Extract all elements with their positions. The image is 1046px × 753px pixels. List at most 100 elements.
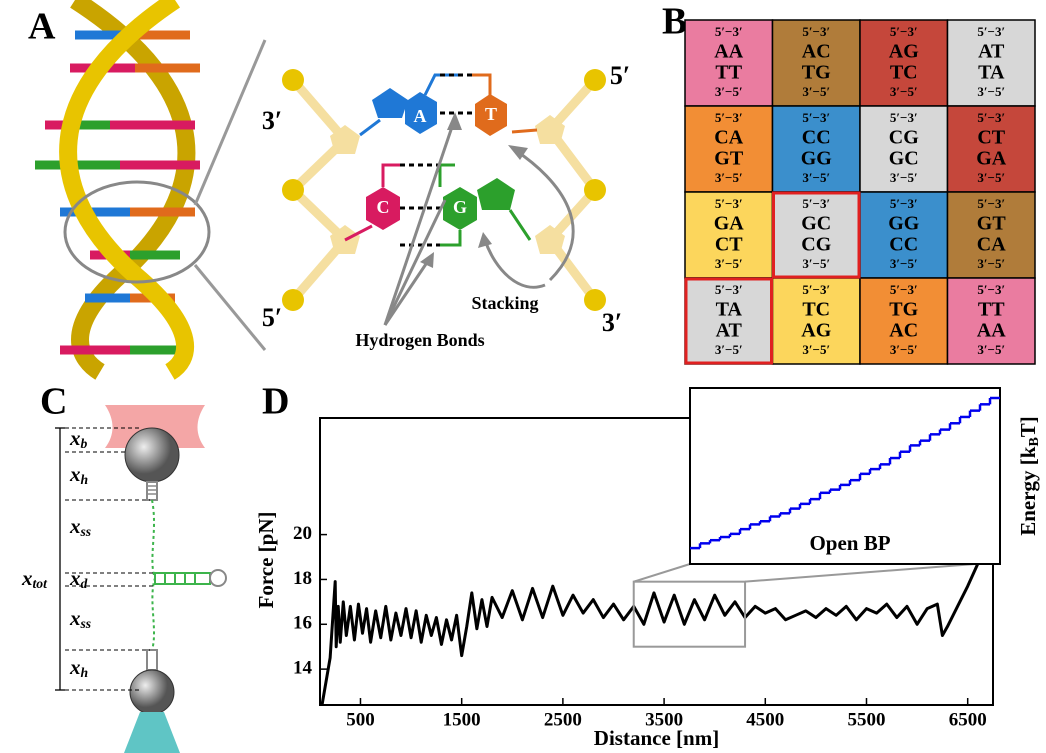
strand-label: 3′−5′ [802, 170, 830, 185]
sequence: TT [978, 299, 1005, 321]
strand-label: 5′−3′ [977, 110, 1005, 125]
panel-letter: B [662, 1, 687, 43]
sequence: AC [889, 320, 918, 342]
y2-axis-label: Energy [kBT] [1016, 416, 1042, 536]
y-tick-label: 18 [293, 568, 312, 589]
symbol: x [69, 426, 81, 450]
x-axis-label: Distance [nm] [594, 726, 719, 750]
symbol: x [69, 462, 81, 486]
length-label: xtot [21, 566, 48, 591]
strand-label: 5′−3′ [715, 110, 743, 125]
length-label: xh [69, 655, 88, 680]
symbol: x [69, 655, 81, 679]
strand-label: 3′−5′ [715, 256, 743, 271]
sequence: CA [714, 127, 743, 149]
subscript: d [81, 576, 88, 591]
strand-end: 3′ [602, 308, 622, 337]
strand-label: 3′−5′ [802, 84, 830, 99]
strand-label: 5′−3′ [715, 24, 743, 39]
strand-label: 3′−5′ [890, 342, 918, 357]
sequence: CT [977, 127, 1005, 149]
annotation: Hydrogen Bonds [355, 330, 484, 350]
strand-label: 3′−5′ [977, 170, 1005, 185]
y-axis-label: Force [pN] [254, 512, 278, 609]
strand-label: 5′−3′ [890, 196, 918, 211]
inset-label: Open BP [809, 531, 890, 555]
symbol: x [69, 514, 81, 538]
strand-label: 5′−3′ [802, 196, 830, 211]
strand-label: 3′−5′ [890, 84, 918, 99]
length-label: xh [69, 462, 88, 487]
strand-label: 5′−3′ [715, 282, 743, 297]
sequence: AG [889, 41, 919, 63]
x-tick-label: 2500 [544, 709, 582, 730]
strand-label: 3′−5′ [715, 170, 743, 185]
strand-label: 3′−5′ [977, 342, 1005, 357]
sequence: GG [801, 148, 833, 170]
sequence: GC [801, 213, 831, 235]
sequence: TC [890, 62, 918, 84]
strand-label: 3′−5′ [977, 84, 1005, 99]
strand-end: 5′ [610, 61, 630, 90]
strand-label: 3′−5′ [802, 342, 830, 357]
subscript: h [81, 472, 89, 487]
sequence: GA [976, 148, 1007, 170]
length-label: xss [69, 606, 91, 631]
label-part: T] [1016, 416, 1040, 437]
y-tick-label: 16 [293, 613, 312, 634]
sequence: GC [889, 148, 919, 170]
sequence: TC [802, 299, 830, 321]
strand-label: 5′−3′ [977, 24, 1005, 39]
sequence: GT [977, 213, 1007, 235]
sequence: AG [801, 320, 831, 342]
sequence: AT [716, 320, 743, 342]
base-label: A [414, 106, 427, 126]
base-label: T [485, 104, 497, 124]
subscript: tot [33, 576, 49, 591]
sequence: CC [889, 234, 918, 256]
panel-letter: A [28, 6, 56, 48]
base-label: C [377, 197, 390, 217]
annotation: Stacking [471, 293, 538, 313]
base-label: G [453, 197, 467, 217]
y-tick-label: 14 [293, 657, 313, 678]
sequence: TT [715, 62, 742, 84]
panel-letter: C [40, 381, 67, 423]
sequence: CC [802, 127, 831, 149]
length-label: xss [69, 514, 91, 539]
length-label: xb [69, 426, 88, 451]
label-part: Energy [k [1016, 446, 1040, 536]
zoom-connector [634, 564, 690, 582]
subscript: ss [80, 524, 92, 539]
strand-label: 5′−3′ [802, 282, 830, 297]
sequence: CT [715, 234, 743, 256]
strand-label: 3′−5′ [715, 342, 743, 357]
sequence: AA [977, 320, 1006, 342]
symbol: x [21, 566, 33, 590]
strand-label: 3′−5′ [715, 84, 743, 99]
sequence: CG [889, 127, 919, 149]
strand-label: 3′−5′ [890, 170, 918, 185]
y-tick-label: 20 [293, 523, 312, 544]
strand-end: 3′ [262, 106, 282, 135]
x-tick-label: 5500 [847, 709, 885, 730]
x-tick-label: 1500 [443, 709, 481, 730]
sequence: TA [978, 62, 1005, 84]
x-tick-label: 500 [346, 709, 375, 730]
sequence: AT [978, 41, 1005, 63]
strand-label: 5′−3′ [802, 24, 830, 39]
sequence: GG [888, 213, 920, 235]
sequence: CG [801, 234, 831, 256]
sequence: CA [977, 234, 1006, 256]
x-tick-label: 6500 [949, 709, 987, 730]
helix-drawing [35, 0, 265, 372]
sequence: GT [714, 148, 744, 170]
sequence: TG [889, 299, 918, 321]
symbol: x [69, 566, 81, 590]
sequence: AC [802, 41, 831, 63]
x-tick-label: 4500 [746, 709, 784, 730]
subscript: h [81, 665, 89, 680]
sequence: AA [714, 41, 743, 63]
strand-label: 5′−3′ [890, 282, 918, 297]
strand-label: 3′−5′ [890, 256, 918, 271]
